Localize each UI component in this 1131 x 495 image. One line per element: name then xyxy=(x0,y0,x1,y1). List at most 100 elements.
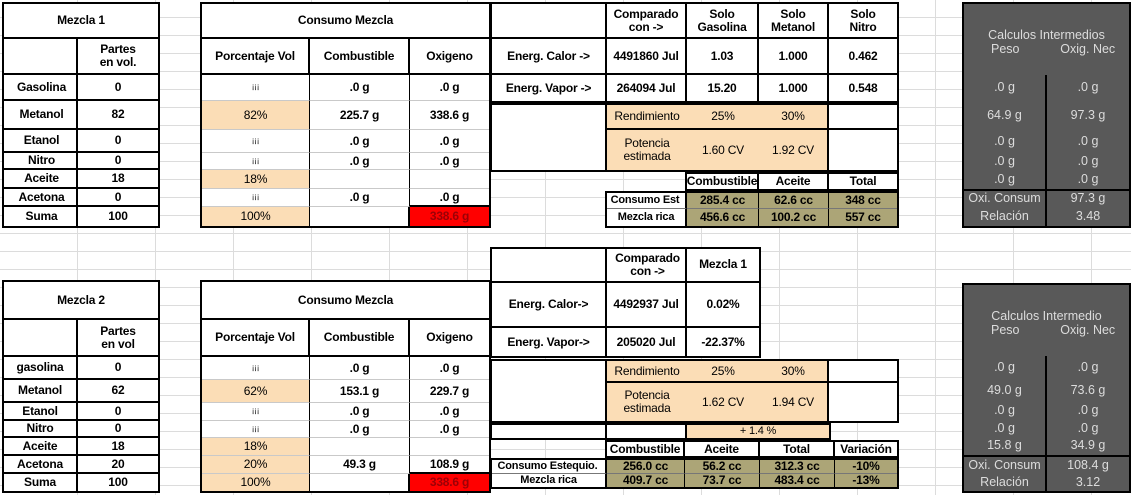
parts-value[interactable]: 100 xyxy=(108,475,128,490)
pct-value[interactable]: ¡¡¡ xyxy=(202,403,310,421)
summary-col-total[interactable]: Total xyxy=(760,442,835,456)
energy-value[interactable]: 1.000 xyxy=(759,39,829,75)
parts-value[interactable]: 82 xyxy=(78,101,158,130)
pct-value[interactable]: ¡¡¡ xyxy=(202,153,310,170)
summary-col-variacion[interactable]: Variación xyxy=(840,442,892,456)
panel-col-peso[interactable]: Peso xyxy=(991,41,1020,56)
parts-value[interactable]: 18 xyxy=(78,438,158,456)
oxig-value[interactable]: .0 g xyxy=(1077,133,1099,148)
summary-value[interactable]: 483.4 cc xyxy=(760,474,835,487)
ingredient-label[interactable]: Suma xyxy=(4,207,78,226)
blank-cell[interactable] xyxy=(829,383,897,421)
oxi-consum-label[interactable]: Oxi. Consum xyxy=(964,455,1047,474)
summary-value[interactable]: 409.7 cc xyxy=(607,474,685,487)
summary-col-aceite[interactable]: Aceite xyxy=(759,174,829,189)
ingredient-label[interactable]: Metanol xyxy=(4,380,78,403)
col-header-oxig[interactable]: Oxigeno xyxy=(410,39,489,75)
pct-value[interactable]: ¡¡¡ xyxy=(202,75,310,101)
peso-value[interactable]: .0 g xyxy=(964,153,1047,170)
relacion-value[interactable]: 3.48 xyxy=(1075,208,1101,223)
col-header-solo-metanol[interactable]: Solo Metanol xyxy=(759,4,829,39)
summary-value[interactable]: 56.2 cc xyxy=(685,460,760,474)
col-header-oxig[interactable]: Oxigeno xyxy=(410,320,489,357)
col-header-solo-gasolina[interactable]: Solo Gasolina xyxy=(687,4,759,39)
potencia-value[interactable]: 1.94 CV xyxy=(759,383,829,421)
pct-value[interactable]: ¡¡¡ xyxy=(202,130,310,153)
oxi-consum-value[interactable]: 97.3 g xyxy=(1047,189,1129,207)
oxig-value[interactable]: 97.3 g xyxy=(1070,107,1106,122)
oxig-value[interactable]: .0 g xyxy=(1077,403,1099,418)
rendimiento-label[interactable]: Rendimiento xyxy=(607,105,687,130)
rendimiento-value[interactable]: 25% xyxy=(687,105,759,130)
potencia-value[interactable]: 1.92 CV xyxy=(759,130,829,170)
parts-value[interactable]: 0 xyxy=(78,357,158,380)
summary-value[interactable]: -13% xyxy=(835,474,897,487)
consumo-title[interactable]: Consumo Mezcla xyxy=(202,282,489,320)
parts-value[interactable]: 0 xyxy=(78,421,158,438)
oxig-value[interactable]: .0 g xyxy=(1077,171,1099,186)
relacion-label[interactable]: Relación xyxy=(964,474,1047,491)
ingredient-label[interactable]: Metanol xyxy=(4,101,78,130)
peso-value[interactable]: 15.8 g xyxy=(964,437,1047,455)
summary-value[interactable]: 73.7 cc xyxy=(685,474,760,487)
blank-cell[interactable] xyxy=(829,105,897,130)
summary-value[interactable]: 312.3 cc xyxy=(760,460,835,474)
oxig-value[interactable]: .0 g xyxy=(410,189,489,207)
summary-value[interactable]: 456.6 cc xyxy=(687,209,759,226)
potencia-label[interactable]: Potencia estimada xyxy=(607,383,687,421)
peso-value[interactable]: 64.9 g xyxy=(964,101,1047,130)
blank-cell[interactable] xyxy=(492,105,607,170)
blank-cell[interactable] xyxy=(829,130,897,170)
compare-header[interactable]: Comparado con -> xyxy=(607,249,687,283)
pct-value[interactable]: 18% xyxy=(202,170,310,189)
peso-value[interactable]: 49.0 g xyxy=(964,379,1047,402)
consumo-title[interactable]: Consumo Mezcla xyxy=(202,4,489,39)
energy-value[interactable]: 15.20 xyxy=(687,75,759,101)
energy-value[interactable]: 0.462 xyxy=(829,39,897,75)
comb-value[interactable] xyxy=(310,438,410,456)
blank-cell[interactable] xyxy=(4,39,78,75)
oxi-consum-value[interactable]: 108.4 g xyxy=(1047,455,1129,474)
oxig-value[interactable]: .0 g xyxy=(1077,420,1099,435)
comb-value[interactable]: 49.3 g xyxy=(310,456,410,474)
ingredient-label[interactable]: Etanol xyxy=(4,130,78,153)
summary-row-label[interactable]: Consumo Est xyxy=(607,193,687,209)
comb-value[interactable]: .0 g xyxy=(310,189,410,207)
ingredient-label[interactable]: Nitro xyxy=(4,421,78,438)
parts-value[interactable]: 20 xyxy=(78,456,158,474)
col-header-comb[interactable]: Combustible xyxy=(310,39,410,75)
summary-value[interactable]: -10% xyxy=(835,460,897,474)
comb-value[interactable]: .0 g xyxy=(310,421,410,438)
pct-value[interactable]: ¡¡¡ xyxy=(202,357,310,380)
peso-value[interactable]: .0 g xyxy=(964,170,1047,189)
oxig-value[interactable]: 229.7 g xyxy=(410,380,489,403)
blank-cell[interactable] xyxy=(492,425,607,438)
parts-value[interactable]: 100 xyxy=(108,209,128,224)
oxig-total-alert[interactable]: 338.6 g xyxy=(410,474,489,491)
ingredient-label[interactable]: Acetona xyxy=(4,456,78,474)
panel-col-peso[interactable]: Peso xyxy=(991,322,1020,337)
parts-header[interactable]: Partes en vol xyxy=(78,320,158,357)
comb-value[interactable]: 225.7 g xyxy=(310,101,410,130)
comb-value[interactable]: .0 g xyxy=(310,403,410,421)
summary-row-label[interactable]: Mezcla rica xyxy=(607,209,687,226)
comb-value[interactable]: .0 g xyxy=(310,357,410,380)
energy-row-label[interactable]: Energ. Vapor -> xyxy=(492,75,607,101)
ingredient-label[interactable]: Etanol xyxy=(4,403,78,421)
ingredient-label[interactable]: Gasolina xyxy=(4,75,78,101)
ingredient-label[interactable]: Aceite xyxy=(4,438,78,456)
peso-value[interactable]: .0 g xyxy=(964,356,1047,379)
energy-value[interactable]: 264094 Jul xyxy=(607,75,687,101)
comb-value[interactable] xyxy=(310,207,410,226)
ingredient-label[interactable]: gasolina xyxy=(4,357,78,380)
parts-header[interactable]: Partes en vol. xyxy=(78,39,158,75)
blank-cell[interactable] xyxy=(492,4,607,39)
comb-value[interactable] xyxy=(310,170,410,189)
delta-value[interactable]: + 1.4 % xyxy=(687,425,829,438)
col-header-comb[interactable]: Combustible xyxy=(310,320,410,357)
col-header-solo-nitro[interactable]: Solo Nitro xyxy=(829,4,897,39)
oxig-value[interactable]: .0 g xyxy=(410,357,489,380)
parts-value[interactable]: 0 xyxy=(78,403,158,421)
oxig-value[interactable]: .0 g xyxy=(410,403,489,421)
potencia-value[interactable]: 1.62 CV xyxy=(687,383,759,421)
